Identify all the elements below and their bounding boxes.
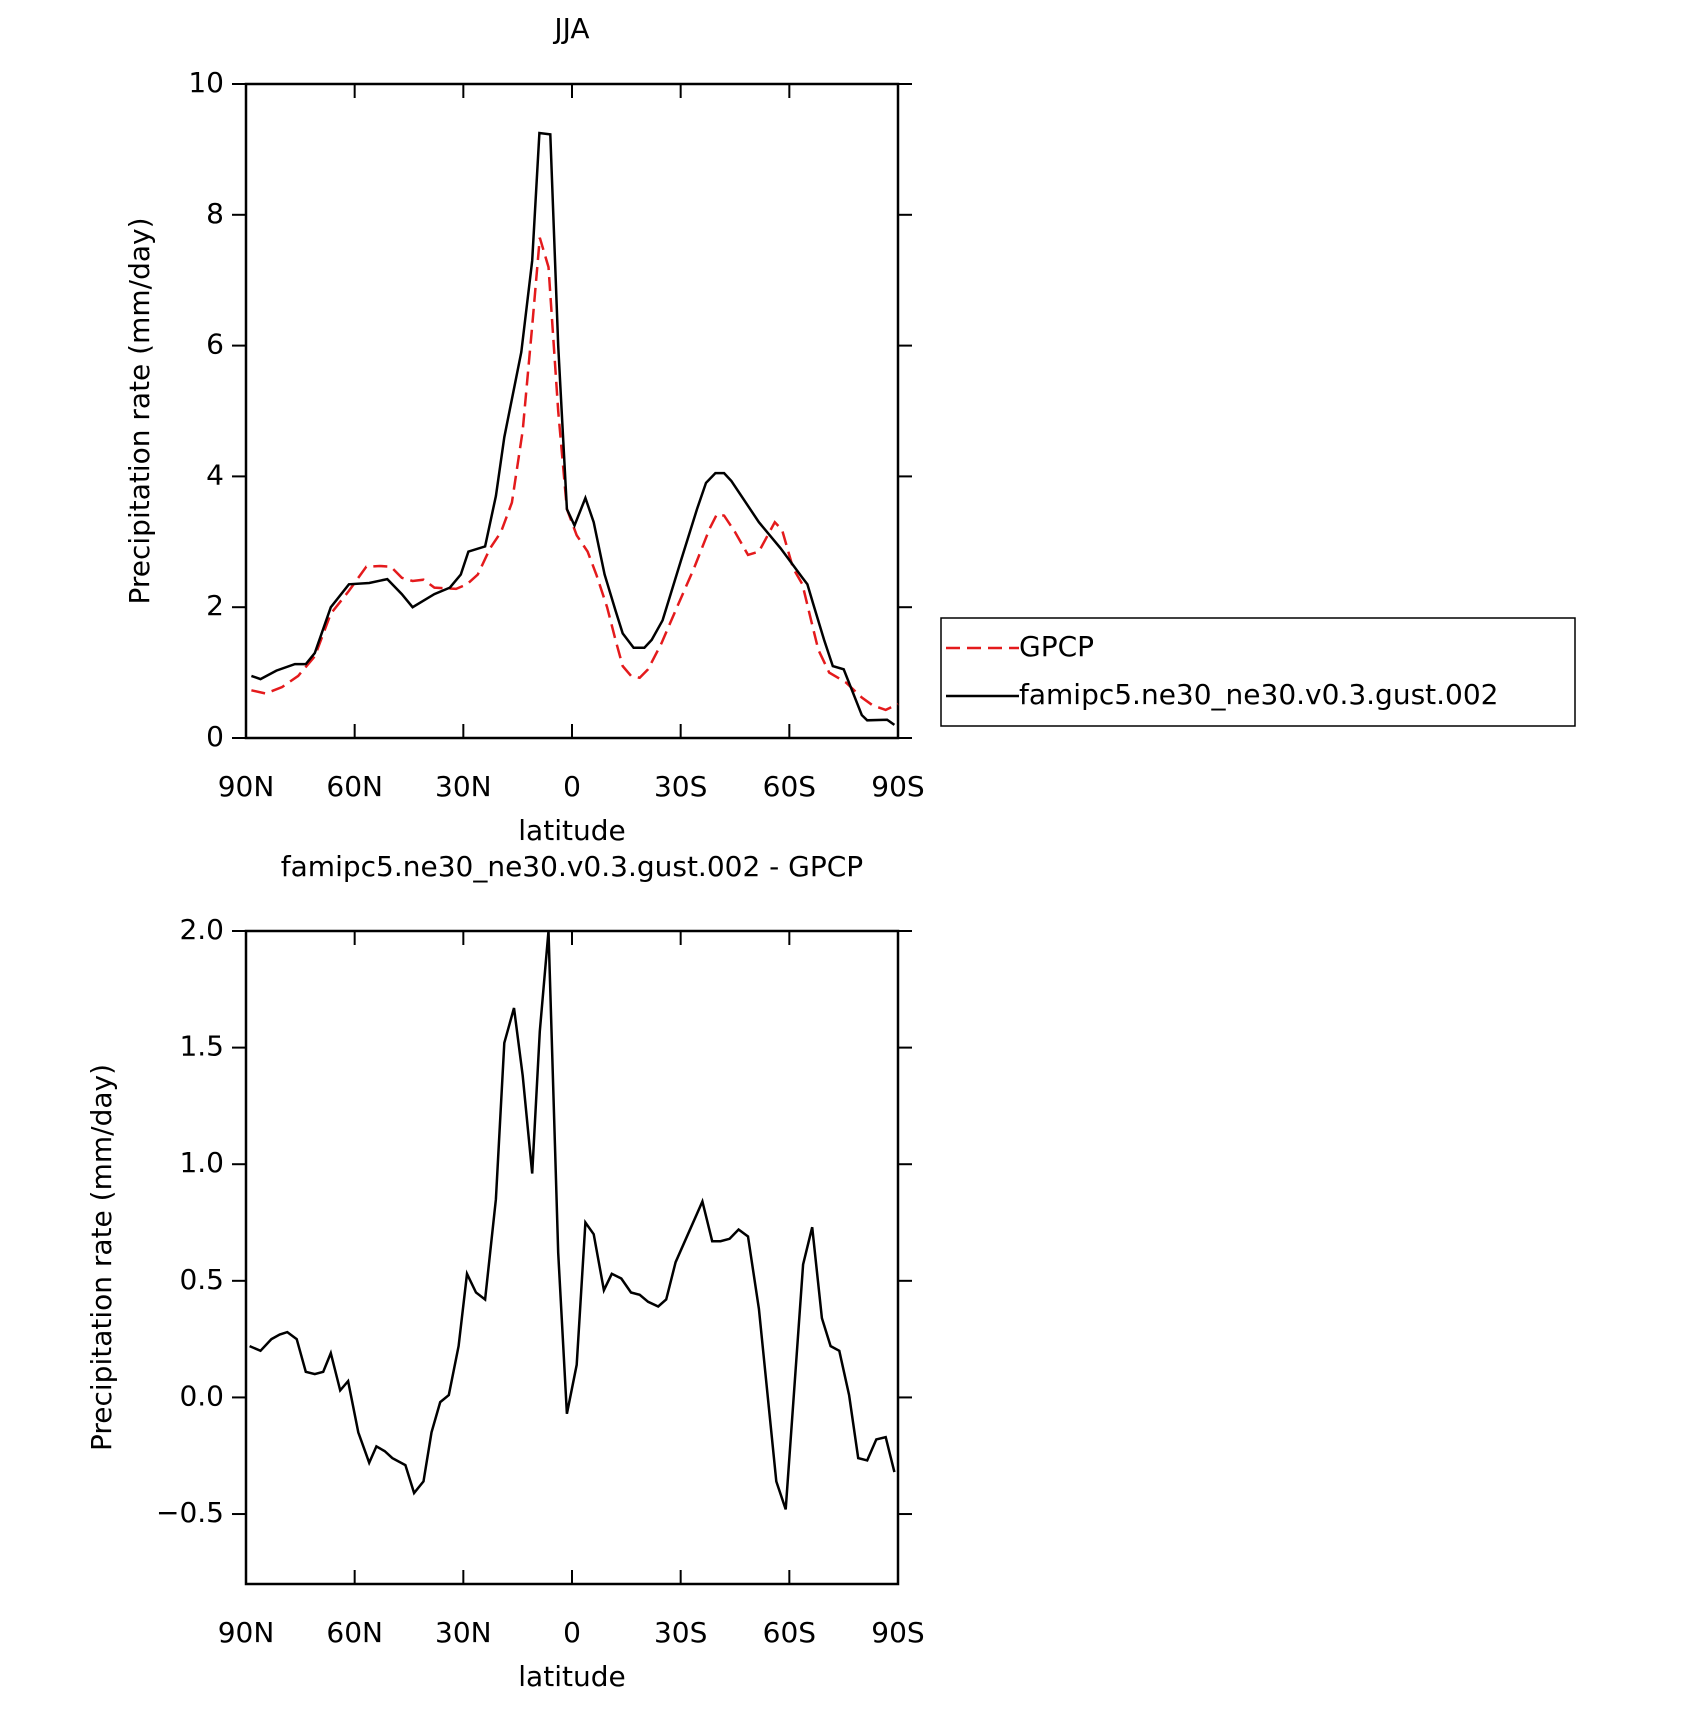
y-tick-label: 6	[206, 328, 224, 361]
x-tick-label: 90S	[871, 770, 924, 803]
x-axis-label: latitude	[518, 814, 625, 847]
x-tick-label: 0	[563, 770, 581, 803]
x-tick-label: 90N	[218, 770, 275, 803]
y-tick-label: 0	[206, 720, 224, 753]
chart-title: famipc5.ne30_ne30.v0.3.gust.002 - GPCP	[281, 850, 863, 883]
y-tick-label: 0.0	[179, 1379, 224, 1412]
line	[250, 131, 896, 726]
x-tick-label: 90S	[871, 1616, 924, 1649]
y-tick-label: 1.5	[179, 1030, 224, 1063]
legend-label: famipc5.ne30_ne30.v0.3.gust.002	[1019, 678, 1499, 711]
x-tick-label: 30N	[435, 770, 492, 803]
x-tick-label: 0	[563, 1616, 581, 1649]
x-tick-label: 30N	[435, 1616, 492, 1649]
x-tick-label: 30S	[654, 770, 707, 803]
y-axis-label: Precipitation rate (mm/day)	[85, 1064, 118, 1451]
legend-label: GPCP	[1019, 630, 1094, 663]
y-tick-label: 8	[206, 197, 224, 230]
x-axis-label: latitude	[518, 1660, 625, 1693]
y-tick-label: 10	[188, 66, 224, 99]
line	[251, 237, 899, 712]
plot-frame	[244, 82, 900, 740]
x-tick-label: 30S	[654, 1616, 707, 1649]
x-tick-label: 90N	[218, 1616, 275, 1649]
chart-title: JJA	[552, 12, 589, 45]
legend-box	[940, 617, 1576, 727]
line	[249, 930, 896, 1510]
y-tick-label: 0.5	[179, 1263, 224, 1296]
x-tick-label: 60N	[326, 770, 383, 803]
y-tick-label: 2.0	[179, 913, 224, 946]
y-tick-label: 2	[206, 589, 224, 622]
x-tick-label: 60S	[763, 770, 816, 803]
y-tick-label: 4	[206, 458, 224, 491]
x-tick-label: 60S	[763, 1616, 816, 1649]
y-tick-label: 1.0	[179, 1146, 224, 1179]
plot-frame	[244, 929, 900, 1586]
y-tick-label: −0.5	[156, 1496, 224, 1529]
y-axis-label: Precipitation rate (mm/day)	[123, 217, 156, 604]
x-tick-label: 60N	[326, 1616, 383, 1649]
